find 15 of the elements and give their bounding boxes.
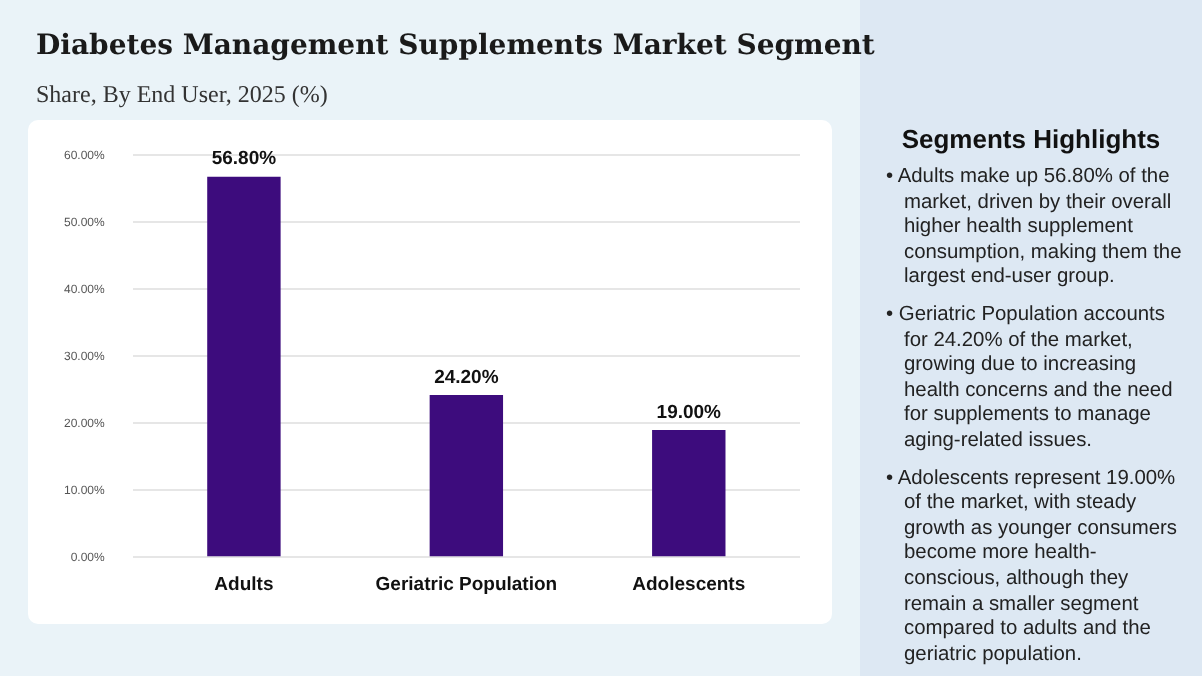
data-label: 56.80% <box>211 148 278 171</box>
text: • Adults make up 56.80% of the market, driven by their overall higher health supplement consumption, making them the largest end-user group. <box>886 166 1184 292</box>
data-label: 19.00% <box>656 401 723 424</box>
chart-title: Diabetes Management Supplements Market Segment <box>36 30 875 62</box>
text: • Geriatric Population accounts for 24.20% of the market, growing due to increasing health concerns and the need for supplements to manage aging-related issues. <box>886 303 1175 456</box>
data-label: 24.20% <box>434 366 500 389</box>
x-tick-label: Adolescents <box>632 573 746 596</box>
bar <box>207 176 281 557</box>
x-tick-label: Geriatric Population <box>375 573 558 596</box>
bar <box>429 395 504 557</box>
text: Segments Highlights <box>899 124 1163 154</box>
bar <box>652 429 726 557</box>
chart-subtitle: Share, By End User, 2025 (%) <box>36 80 328 110</box>
text: • Adolescents represent 19.00% of the market, with steady growth as younger consumers become more health-conscious, although they remain a smaller segment compared to adults and the geriatric population. <box>886 467 1179 669</box>
x-tick-label: Adults <box>214 573 274 596</box>
